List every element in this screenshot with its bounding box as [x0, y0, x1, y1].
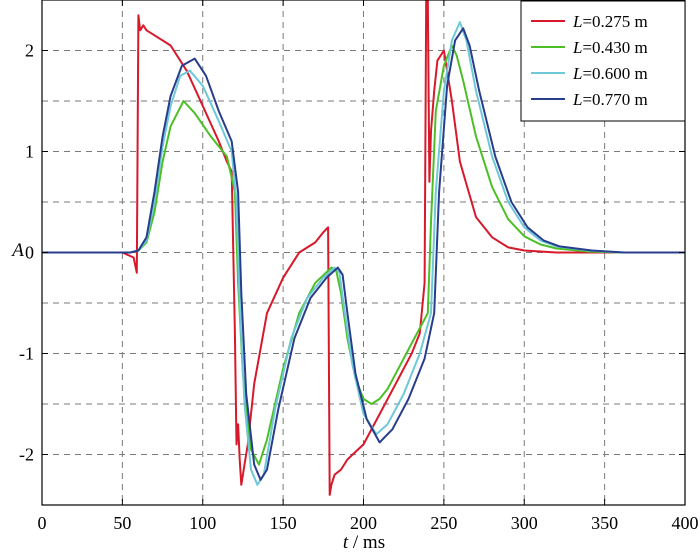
legend-label: L=0.430 m [572, 38, 648, 57]
y-tick-label: 1 [25, 142, 34, 162]
x-tick-label: 300 [511, 513, 538, 533]
series-line-1 [42, 0, 685, 496]
y-axis-ticks: -2 -1 0 1 2 [19, 41, 685, 465]
x-tick-label: 100 [189, 513, 216, 533]
y-tick-label: 2 [25, 41, 34, 61]
series-line-3 [42, 21, 685, 486]
legend-label: L=0.600 m [572, 64, 648, 83]
y-axis-title-text: A [10, 240, 24, 261]
grid-lines [42, 0, 685, 505]
x-tick-label: 400 [672, 513, 699, 533]
x-axis-title-var: t [343, 532, 349, 553]
x-tick-label: 0 [38, 513, 47, 533]
x-axis-title-rest: / ms [348, 532, 385, 553]
x-axis-ticks: 0 50 100 150 200 250 300 350 400 [38, 0, 699, 533]
series-line-2 [42, 44, 685, 466]
legend: L=0.275 m L=0.430 m L=0.600 m L=0.770 m [520, 0, 686, 122]
series-lines [42, 0, 685, 496]
y-tick-label: -1 [19, 344, 34, 364]
x-axis-title: t / ms [343, 532, 385, 553]
y-tick-label: 0 [25, 243, 34, 263]
x-tick-label: 350 [591, 513, 618, 533]
legend-label: L=0.770 m [572, 90, 648, 109]
x-tick-label: 150 [270, 513, 297, 533]
y-axis-title: A [10, 240, 24, 261]
series-line-4 [42, 27, 685, 481]
legend-label: L=0.275 m [572, 12, 648, 31]
y-tick-label: -2 [19, 445, 34, 465]
x-tick-label: 200 [350, 513, 377, 533]
x-tick-label: 250 [430, 513, 457, 533]
x-tick-label: 50 [113, 513, 131, 533]
svg-text:t / ms: t / ms [343, 532, 385, 553]
